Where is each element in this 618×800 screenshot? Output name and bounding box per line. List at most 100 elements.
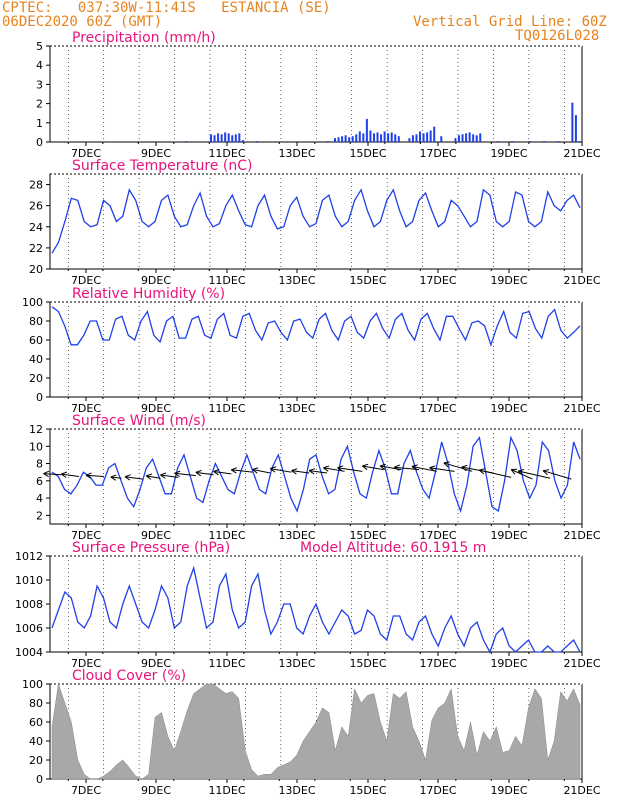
x-tick-label: 13DEC <box>278 274 315 287</box>
precip-bar <box>380 134 383 142</box>
precip-bar <box>210 134 212 142</box>
precip-bar <box>557 141 560 142</box>
x-tick-label: 21DEC <box>563 274 600 287</box>
panel-1 <box>46 173 583 273</box>
wind-arrowhead <box>443 461 450 468</box>
panel-title: Surface Temperature (nC) <box>72 158 253 174</box>
x-tick-label: 17DEC <box>419 402 456 415</box>
precip-bar <box>344 135 347 142</box>
wind-arrowhead <box>337 465 344 472</box>
wind-vector <box>362 465 384 471</box>
precip-bar <box>256 141 259 142</box>
y-tick-label: 80 <box>29 697 43 710</box>
wind-arrowhead <box>379 463 386 470</box>
x-tick-label: 19DEC <box>490 402 527 415</box>
x-tick-label: 9DEC <box>141 657 171 670</box>
x-tick-label: 19DEC <box>490 274 527 287</box>
wind-vector <box>337 467 363 472</box>
y-tick-label: 40 <box>29 353 43 366</box>
wind-vector <box>160 474 179 478</box>
panel-5 <box>46 683 583 783</box>
y-tick-label: 80 <box>29 315 43 328</box>
precip-bar <box>429 130 432 142</box>
wind-arrowhead <box>291 468 298 475</box>
x-tick-label: 21DEC <box>563 529 600 542</box>
run-date: 06DEC2020 60Z (GMT) <box>2 14 163 30</box>
precip-bar <box>334 138 336 142</box>
wind-arrowhead <box>174 470 181 477</box>
y-tick-label: 1004 <box>15 646 43 659</box>
x-tick-label: 21DEC <box>563 147 600 160</box>
panel-title: Relative Humidity (%) <box>72 286 225 302</box>
y-tick-label: 4 <box>36 492 43 505</box>
x-tick-label: 7DEC <box>71 402 101 415</box>
precip-bar <box>408 138 411 142</box>
y-tick-label: 24 <box>29 221 43 234</box>
wind-arrowhead <box>230 467 238 474</box>
y-tick-label: 1010 <box>15 574 43 587</box>
series-line <box>51 435 581 514</box>
wind-vector <box>518 470 551 479</box>
x-tick-label: 13DEC <box>278 657 315 670</box>
y-tick-label: 8 <box>36 458 43 471</box>
precip-bar <box>362 133 365 142</box>
x-tick-label: 13DEC <box>278 529 315 542</box>
wind-arrowhead <box>269 466 277 473</box>
x-tick-label: 21DEC <box>563 402 600 415</box>
precip-bar <box>372 133 375 142</box>
y-tick-label: 26 <box>29 200 43 213</box>
precip-bar <box>415 134 418 142</box>
precip-bar <box>365 118 368 142</box>
x-tick-label: 17DEC <box>419 274 456 287</box>
precip-bar <box>397 136 400 142</box>
x-tick-label: 21DEC <box>563 784 600 797</box>
precip-bar <box>241 140 244 142</box>
wind-arrowhead <box>60 471 68 478</box>
y-tick-label: 0 <box>36 136 43 149</box>
wind-arrowhead <box>362 463 369 470</box>
wind-vector <box>291 470 310 474</box>
precip-bar <box>341 136 344 142</box>
x-tick-label: 9DEC <box>141 147 171 160</box>
y-tick-label: 10 <box>29 440 43 453</box>
y-tick-label: 22 <box>29 242 43 255</box>
x-tick-label: 9DEC <box>141 529 171 542</box>
wind-vector <box>429 467 455 472</box>
precip-bar <box>475 135 478 142</box>
precip-bar <box>358 131 361 142</box>
panel-title: Surface Pressure (hPa) <box>72 540 230 556</box>
y-tick-label: 2 <box>36 98 43 111</box>
wind-arrowhead <box>124 474 131 481</box>
wind-arrowhead <box>43 470 50 478</box>
wind-arrowhead <box>85 472 92 479</box>
y-tick-label: 0 <box>36 391 43 404</box>
x-tick-label: 7DEC <box>71 529 101 542</box>
y-tick-label: 6 <box>36 475 43 488</box>
x-tick-label: 13DEC <box>278 784 315 797</box>
x-tick-label: 11DEC <box>208 274 245 287</box>
precip-bar <box>227 133 230 142</box>
x-tick-label: 19DEC <box>490 147 527 160</box>
precip-bar <box>337 137 340 142</box>
x-tick-label: 11DEC <box>208 529 245 542</box>
precip-bar <box>220 134 223 142</box>
x-tick-label: 15DEC <box>349 657 386 670</box>
wind-arrowhead <box>510 468 518 475</box>
wind-arrowhead <box>145 473 153 480</box>
wind-vector <box>85 474 104 477</box>
series-line <box>51 188 581 254</box>
wind-vector <box>309 470 327 474</box>
x-tick-label: 15DEC <box>349 529 386 542</box>
y-tick-label: 100 <box>22 678 43 691</box>
x-tick-label: 19DEC <box>490 529 527 542</box>
x-tick-label: 15DEC <box>349 147 386 160</box>
precip-bar <box>383 131 386 142</box>
x-tick-label: 7DEC <box>71 274 101 287</box>
panel-title: Precipitation (mm/h) <box>72 30 216 46</box>
wind-vector <box>195 471 214 476</box>
precip-bar <box>511 141 514 142</box>
model-altitude: Model Altitude: 60.1915 m <box>300 540 486 556</box>
precip-bar <box>472 134 475 142</box>
precip-bar <box>213 135 216 142</box>
x-tick-label: 21DEC <box>563 657 600 670</box>
